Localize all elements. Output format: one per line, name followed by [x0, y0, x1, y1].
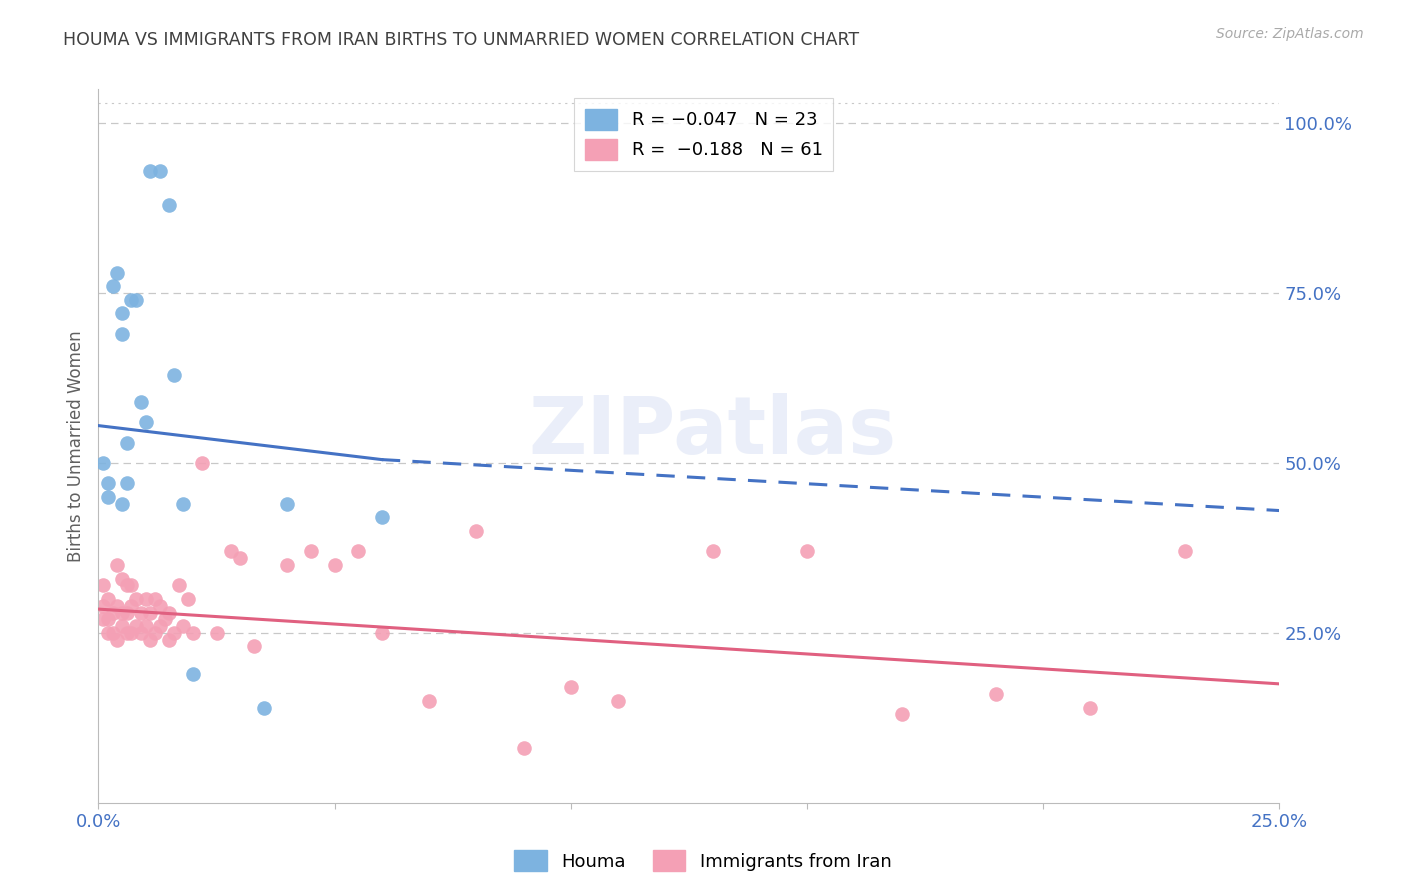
Point [299, 544, 322, 558]
Point [560, 680, 582, 694]
Point [607, 694, 630, 708]
Point [101, 606, 124, 620]
Point [129, 606, 152, 620]
Point [181, 666, 204, 681]
Point [135, 415, 157, 429]
Point [702, 544, 724, 558]
Point [111, 572, 134, 586]
Point [418, 694, 440, 708]
Point [121, 293, 143, 307]
Point [111, 619, 134, 633]
Point [111, 326, 134, 341]
Point [219, 544, 242, 558]
Legend: R = −0.047   N = 23, R =  −0.188   N = 61: R = −0.047 N = 23, R = −0.188 N = 61 [574, 98, 834, 170]
Point [149, 599, 172, 613]
Point [125, 293, 148, 307]
Point [115, 435, 138, 450]
Point [97, 591, 120, 606]
Y-axis label: Births to Unmarried Women: Births to Unmarried Women [66, 330, 84, 562]
Point [111, 497, 134, 511]
Point [149, 619, 172, 633]
Point [115, 476, 138, 491]
Point [984, 687, 1007, 701]
Legend: Houma, Immigrants from Iran: Houma, Immigrants from Iran [508, 843, 898, 879]
Point [323, 558, 346, 572]
Text: ZIPatlas: ZIPatlas [529, 392, 897, 471]
Point [121, 599, 143, 613]
Point [125, 619, 148, 633]
Point [276, 558, 298, 572]
Point [101, 626, 124, 640]
Point [91, 612, 114, 626]
Point [97, 626, 120, 640]
Point [153, 612, 176, 626]
Point [157, 632, 180, 647]
Point [512, 741, 534, 756]
Point [111, 606, 134, 620]
Point [115, 606, 138, 620]
Point [105, 558, 128, 572]
Point [890, 707, 912, 722]
Point [97, 490, 120, 504]
Point [191, 456, 214, 470]
Point [1080, 700, 1102, 714]
Point [172, 497, 194, 511]
Point [139, 163, 162, 178]
Point [253, 700, 276, 714]
Point [143, 626, 166, 640]
Point [276, 497, 298, 511]
Point [143, 591, 166, 606]
Point [125, 591, 148, 606]
Point [371, 510, 394, 524]
Point [157, 606, 180, 620]
Point [91, 578, 114, 592]
Point [105, 599, 128, 613]
Point [796, 544, 818, 558]
Text: Source: ZipAtlas.com: Source: ZipAtlas.com [1216, 27, 1364, 41]
Point [91, 599, 114, 613]
Point [115, 578, 138, 592]
Point [101, 279, 124, 293]
Point [121, 578, 143, 592]
Point [121, 626, 143, 640]
Point [181, 626, 204, 640]
Point [91, 456, 114, 470]
Point [111, 306, 134, 320]
Text: HOUMA VS IMMIGRANTS FROM IRAN BIRTHS TO UNMARRIED WOMEN CORRELATION CHART: HOUMA VS IMMIGRANTS FROM IRAN BIRTHS TO … [63, 31, 859, 49]
Point [371, 626, 394, 640]
Point [129, 626, 152, 640]
Point [163, 626, 186, 640]
Point [163, 368, 186, 382]
Point [1174, 544, 1197, 558]
Point [139, 632, 162, 647]
Point [105, 632, 128, 647]
Point [172, 619, 194, 633]
Point [243, 640, 266, 654]
Point [229, 551, 252, 566]
Point [97, 476, 120, 491]
Point [465, 524, 488, 538]
Point [347, 544, 370, 558]
Point [149, 163, 172, 178]
Point [167, 578, 190, 592]
Point [129, 394, 152, 409]
Point [105, 266, 128, 280]
Point [135, 591, 157, 606]
Point [157, 198, 180, 212]
Point [97, 612, 120, 626]
Point [205, 626, 228, 640]
Point [139, 606, 162, 620]
Point [177, 591, 200, 606]
Point [135, 619, 157, 633]
Point [115, 626, 138, 640]
